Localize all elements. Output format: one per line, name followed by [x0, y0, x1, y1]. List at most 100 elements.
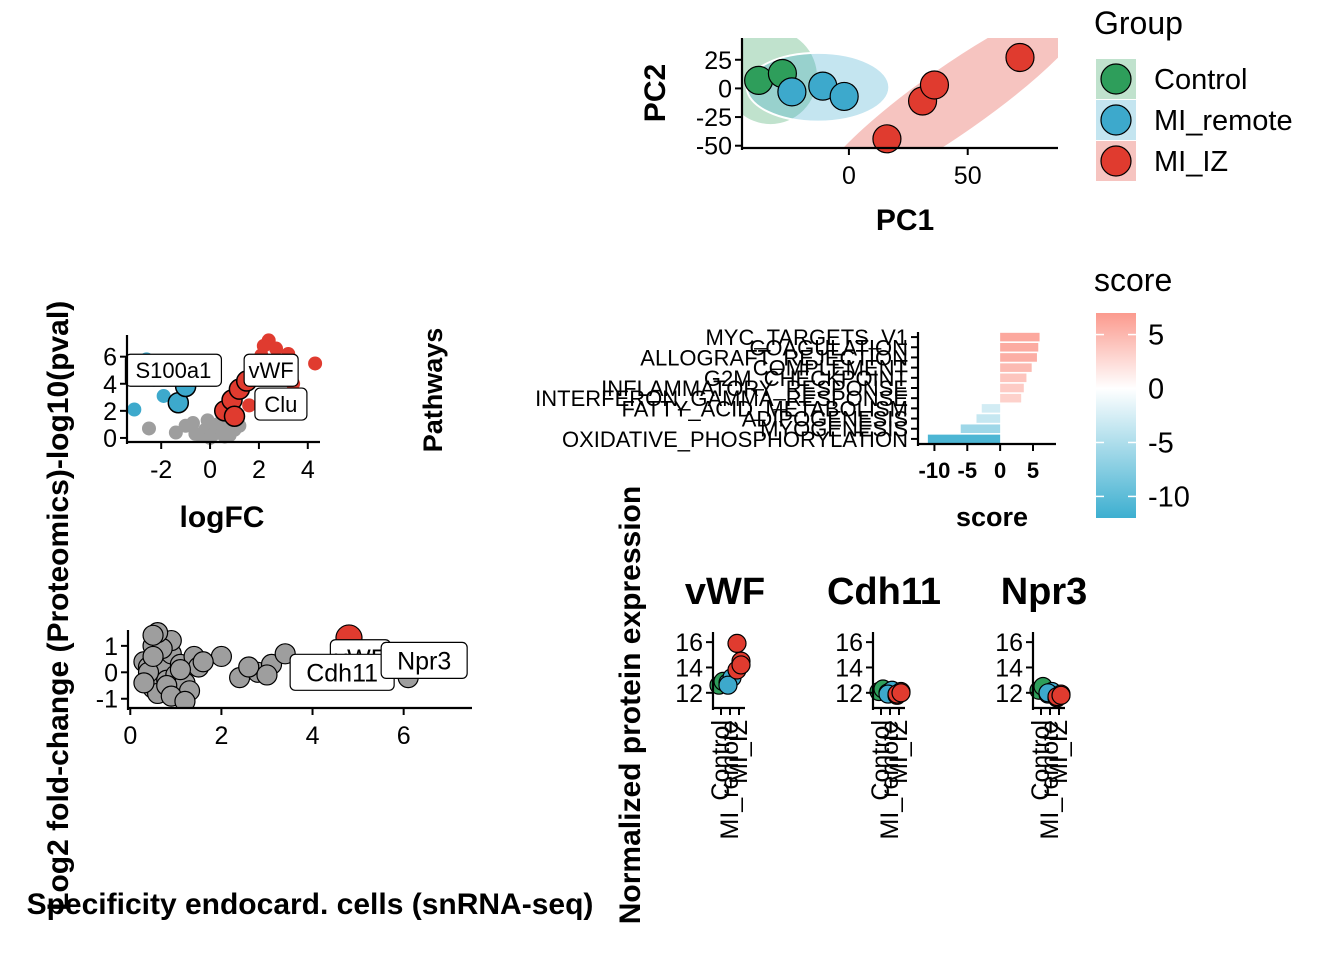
- volcano-point-red: [223, 405, 246, 428]
- pca-legend-label: Control: [1154, 64, 1248, 96]
- pathway-bar: [976, 414, 1001, 423]
- specificity-point-grey: [142, 645, 164, 668]
- pca-point-MI_remote: [777, 77, 807, 107]
- volcano-point-grey: [185, 416, 200, 431]
- specificity-point-grey: [238, 656, 260, 678]
- colorbar-tick-label: 5: [1148, 320, 1164, 352]
- expression-y-tick-label: 16: [995, 629, 1023, 657]
- expression-x-tick-label: MI_IZ: [1045, 720, 1073, 784]
- pathway-label: MYOGENESIS: [760, 417, 908, 442]
- specificity-y-axis-label: Log2 fold-change (Proteomics): [42, 469, 75, 911]
- volcano-x-axis-label: logFC: [180, 501, 265, 534]
- specificity-gene-label-box: [380, 641, 468, 680]
- pathways-x-tick-label: -5: [958, 458, 978, 483]
- expression-x-tick-label: MI_remote: [716, 720, 744, 839]
- pathways-panel: MYC_TARGETS_V1COAGULATIONALLOGRAFT_REJEC…: [418, 262, 1190, 532]
- volcano-point-red: [256, 338, 271, 353]
- pathway-bar: [981, 404, 1001, 413]
- expression-point-MI_IZ: [891, 683, 911, 703]
- expression-y-tick-label: 16: [675, 629, 703, 657]
- volcano-gene-label-box: [124, 353, 223, 387]
- volcano-x-tick-label: 2: [252, 456, 266, 484]
- volcano-y-tick-label: 6: [103, 344, 117, 372]
- expression-y-tick-label: 14: [995, 654, 1023, 682]
- volcano-x-tick-label: 4: [301, 456, 315, 484]
- volcano-point-grey: [168, 425, 183, 440]
- specificity-point-grey: [192, 651, 214, 673]
- colorbar-tick-label: -5: [1148, 427, 1174, 459]
- pathway-label: INFLAMMATORY_RESPONSE: [601, 376, 908, 401]
- expression-x-tick-label: MI_remote: [876, 720, 904, 839]
- volcano-y-tick-label: 4: [103, 371, 117, 399]
- expression-point-MI_IZ: [727, 633, 747, 654]
- volcano-point-red: [269, 341, 284, 356]
- pca-y-tick-label: 25: [704, 47, 732, 75]
- pathways-y-axis-label: Pathways: [418, 328, 448, 453]
- pathway-label: ALLOGRAFT_REJECTION: [640, 345, 908, 370]
- pca-point-MI_IZ: [872, 124, 902, 154]
- pathway-bar: [1000, 353, 1037, 362]
- pathway-label: MYC_TARGETS_V1: [705, 325, 908, 350]
- volcano-gene-label: Clu: [264, 392, 297, 417]
- volcano-y-tick-label: 0: [103, 425, 117, 453]
- specificity-y-tick-label: -1: [96, 686, 118, 714]
- pathway-bar: [1000, 363, 1032, 372]
- volcano-point-blue: [156, 388, 171, 403]
- expression-y-tick-label: 12: [995, 680, 1023, 708]
- pathway-bar: [1000, 332, 1040, 342]
- volcano-point-blue: [127, 402, 142, 417]
- pathway-bar: [960, 424, 1001, 434]
- expression-x-tick-label: Control: [1027, 720, 1055, 801]
- specificity-point-grey: [256, 664, 278, 686]
- pca-x-tick-label: 0: [842, 162, 856, 190]
- specificity-x-tick-label: 2: [214, 722, 228, 750]
- specificity-point-grey: [133, 672, 155, 694]
- volcano-gene-label: vWF: [249, 358, 294, 383]
- expression-y-tick-label: 12: [675, 680, 703, 708]
- expression-y-axis-label: Normalized protein expression: [614, 486, 647, 924]
- colorbar-title: score: [1094, 262, 1172, 298]
- pathway-bar: [1000, 393, 1022, 403]
- pathway-label: G2M_CHECKPOINT: [704, 366, 908, 391]
- expression-panel-title: Cdh11: [827, 571, 941, 613]
- pathway-label: OXIDATIVE_PHOSPHORYLATION: [562, 427, 908, 452]
- expression-y-tick-label: 16: [835, 629, 863, 657]
- expression-point-MI_remote: [718, 675, 738, 695]
- pathway-bar: [927, 434, 1001, 444]
- specificity-x-tick-label: 6: [397, 722, 411, 750]
- specificity-y-tick-label: 1: [104, 633, 118, 661]
- volcano-x-tick-label: 0: [203, 456, 217, 484]
- pathway-label: ADIPOGENESIS: [742, 407, 908, 432]
- colorbar-tick-label: -10: [1148, 481, 1190, 513]
- specificity-point-grey: [169, 659, 191, 681]
- pca-legend-key-point: [1100, 63, 1132, 95]
- pathways-x-tick-label: -10: [919, 458, 951, 483]
- pathways-x-tick-label: 0: [994, 458, 1006, 483]
- pca-point-MI_IZ: [919, 70, 950, 100]
- pathway-bar: [1000, 373, 1027, 383]
- pca-point-MI_remote: [829, 81, 859, 112]
- pca-y-tick-label: -50: [696, 133, 732, 161]
- specificity-gene-label: Npr3: [397, 647, 451, 675]
- expression-x-tick-label: Control: [707, 720, 735, 801]
- expression-x-tick-label: MI_IZ: [885, 720, 913, 784]
- volcano-point-grey: [141, 421, 156, 436]
- pca-y-tick-label: 0: [718, 75, 732, 103]
- specificity-point-grey: [142, 624, 164, 646]
- volcano-gene-label-box: [243, 353, 299, 387]
- pca-legend-label: MI_IZ: [1154, 146, 1228, 178]
- expression-point-MI_IZ: [731, 655, 751, 675]
- expression-panel-title: Npr3: [1001, 571, 1088, 613]
- specificity-x-tick-label: 4: [306, 722, 320, 750]
- colorbar-tick-label: 0: [1148, 374, 1164, 406]
- pathway-label: INTERFERON_GAMMA_RESPONSE: [535, 386, 908, 411]
- volcano-gene-label-box: [254, 387, 308, 421]
- pathway-bar: [1000, 342, 1039, 352]
- pathway-bar: [1000, 383, 1024, 393]
- expression-x-tick-label: MI_remote: [1036, 720, 1064, 839]
